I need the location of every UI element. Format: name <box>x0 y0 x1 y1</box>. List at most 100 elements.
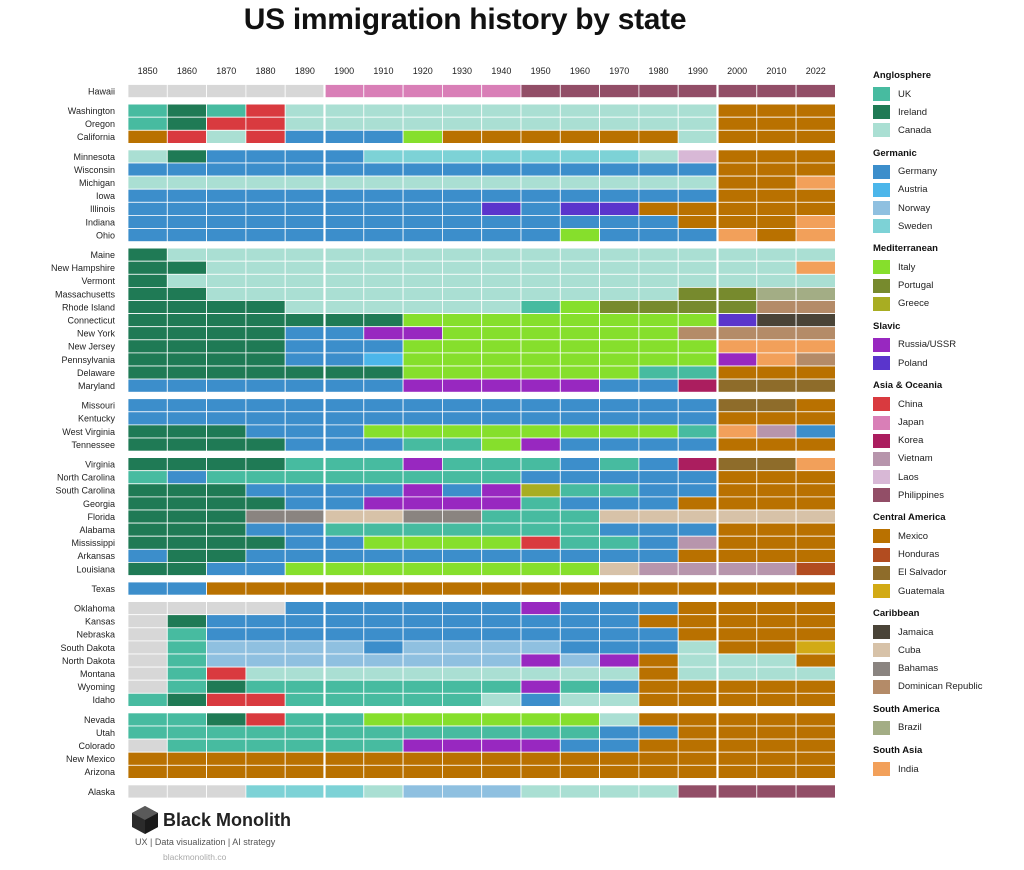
heatmap-cell <box>638 188 679 203</box>
heatmap-cell <box>127 84 168 99</box>
heatmap-cell <box>717 653 758 668</box>
heatmap-cell <box>127 129 168 144</box>
legend-item: Norway <box>873 199 1023 217</box>
heatmap-cell <box>127 692 168 707</box>
heatmap-cell <box>795 188 836 203</box>
heatmap-cell <box>127 522 168 537</box>
heatmap-cell <box>324 103 365 118</box>
state-label: Oregon <box>85 119 115 129</box>
heatmap-cell <box>756 149 797 164</box>
heatmap-cell <box>441 581 483 596</box>
legend-group: Caribbean Jamaica Cuba Bahamas Dominican Rep… <box>873 608 1023 696</box>
heatmap-cell <box>599 286 640 301</box>
heatmap-cell <box>599 378 640 393</box>
heatmap-cell <box>756 548 797 563</box>
heatmap-cell <box>166 175 208 190</box>
heatmap-cell <box>441 300 483 315</box>
heatmap-cell <box>717 470 758 485</box>
heatmap-cell <box>677 378 718 393</box>
legend-swatch <box>873 661 890 676</box>
legend-label: Germany <box>898 166 938 178</box>
heatmap-cell <box>402 437 443 452</box>
legend-item: Honduras <box>873 546 1023 564</box>
heatmap-cell <box>245 247 286 262</box>
heatmap-cell <box>284 666 325 681</box>
heatmap-cell <box>559 666 600 681</box>
heatmap-cell <box>402 300 443 315</box>
heatmap-cell <box>677 725 718 740</box>
heatmap-cell <box>795 666 836 681</box>
heatmap-cell <box>402 522 443 537</box>
heatmap-cell <box>638 326 679 341</box>
heatmap-cell <box>324 201 365 216</box>
legend-group: Slavic Russia/USSR Poland <box>873 321 1023 372</box>
heatmap-cell <box>520 273 561 288</box>
heatmap-cell <box>717 378 758 393</box>
heatmap-cell <box>441 653 483 668</box>
legend-swatch <box>873 451 890 466</box>
year-label: 1900 <box>334 66 354 76</box>
heatmap-cell <box>127 614 168 629</box>
heatmap-cell <box>520 666 561 681</box>
brand-url[interactable]: blackmonolith.co <box>163 852 227 862</box>
heatmap-cell <box>441 640 483 655</box>
heatmap-cell <box>402 286 443 301</box>
heatmap-cell <box>127 509 168 524</box>
state-label: Wyoming <box>78 682 115 692</box>
heatmap-cell <box>284 437 325 452</box>
heatmap-cell <box>599 149 640 164</box>
heatmap-cell <box>717 313 758 328</box>
heatmap-cell <box>717 640 758 655</box>
heatmap-cell <box>284 352 325 367</box>
heatmap-cell <box>324 149 365 164</box>
heatmap-cell <box>166 352 208 367</box>
heatmap-cell <box>363 149 404 164</box>
heatmap-cell <box>677 286 718 301</box>
heatmap-cell <box>245 679 286 694</box>
heatmap-cell <box>559 457 600 472</box>
heatmap-cell <box>363 352 404 367</box>
heatmap-cell <box>363 522 404 537</box>
heatmap-cell <box>441 352 483 367</box>
heatmap-cell <box>206 666 247 681</box>
heatmap-cell <box>717 129 758 144</box>
heatmap-cell <box>363 247 404 262</box>
heatmap-cell <box>481 548 522 563</box>
heatmap-cell <box>402 247 443 262</box>
heatmap-cell <box>756 679 797 694</box>
heatmap-cell <box>363 116 404 131</box>
heatmap-cell <box>638 666 679 681</box>
heatmap-cell <box>677 365 718 380</box>
heatmap-cell <box>324 614 365 629</box>
legend-swatch <box>873 679 890 694</box>
heatmap-cell <box>717 286 758 301</box>
heatmap-cell <box>441 601 483 616</box>
state-label: Washington <box>68 106 115 116</box>
heatmap-cell <box>717 365 758 380</box>
legend-label: Portugal <box>898 280 934 292</box>
heatmap-cell <box>559 784 600 799</box>
heatmap-cell <box>677 784 718 799</box>
chart-title: US immigration history by state <box>243 3 687 36</box>
heatmap-cell <box>795 751 836 766</box>
legend-swatch <box>873 488 890 503</box>
heatmap-cell <box>402 378 443 393</box>
heatmap-cell <box>166 751 208 766</box>
heatmap-cell <box>795 378 836 393</box>
state-label: Arkansas <box>77 551 115 561</box>
legend-swatch <box>873 278 890 293</box>
heatmap-cell <box>127 581 168 596</box>
heatmap-cell <box>677 313 718 328</box>
heatmap-cell <box>441 365 483 380</box>
heatmap-cell <box>441 116 483 131</box>
heatmap-cell <box>520 378 561 393</box>
heatmap-cell <box>756 129 797 144</box>
heatmap-cell <box>599 365 640 380</box>
heatmap-cell <box>599 666 640 681</box>
heatmap-cell <box>284 614 325 629</box>
heatmap-cell <box>363 548 404 563</box>
heatmap-cell <box>638 562 679 576</box>
heatmap-cell <box>284 411 325 426</box>
heatmap-cell <box>284 764 325 779</box>
heatmap-cell <box>284 365 325 380</box>
